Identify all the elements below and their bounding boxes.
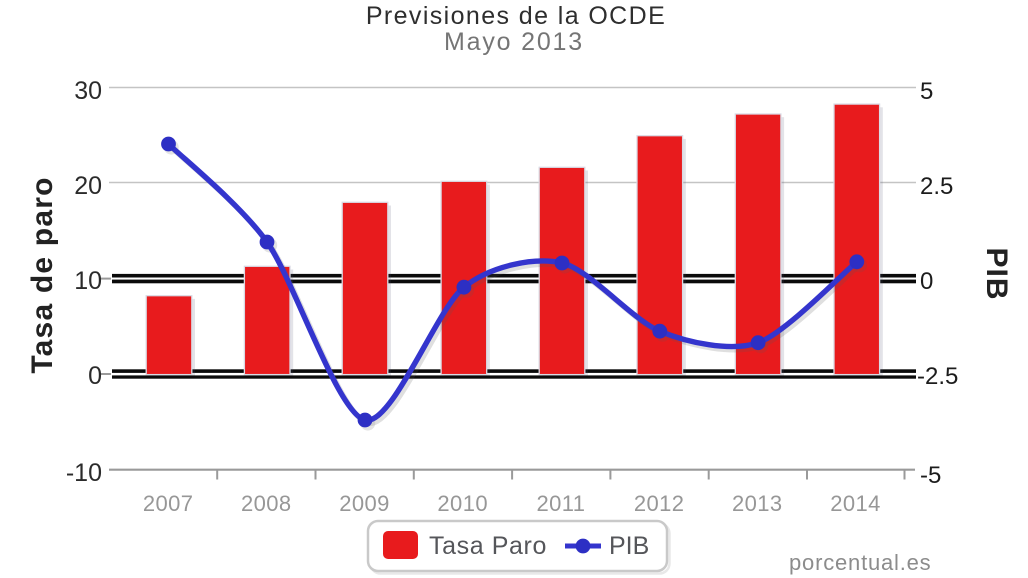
svg-text:2009: 2009: [339, 491, 390, 516]
svg-text:20: 20: [74, 172, 102, 200]
svg-text:5: 5: [920, 78, 933, 105]
svg-text:-10: -10: [66, 459, 102, 487]
svg-text:30: 30: [74, 77, 102, 105]
svg-text:2008: 2008: [241, 491, 292, 516]
svg-text:-5: -5: [920, 462, 941, 489]
svg-text:2010: 2010: [437, 491, 488, 516]
svg-text:porcentual.es: porcentual.es: [789, 550, 932, 575]
svg-text:0: 0: [88, 362, 102, 390]
svg-text:Previsiones de la OCDE: Previsiones de la OCDE: [366, 2, 666, 30]
svg-text:2014: 2014: [830, 491, 881, 516]
svg-text:2.5: 2.5: [920, 173, 953, 200]
svg-text:PIB: PIB: [609, 532, 649, 560]
svg-text:Tasa Paro: Tasa Paro: [429, 532, 547, 560]
svg-text:0: 0: [920, 268, 933, 295]
svg-text:Tasa de paro: Tasa de paro: [26, 176, 59, 373]
svg-text:10: 10: [74, 267, 102, 295]
svg-text:2013: 2013: [732, 491, 783, 516]
svg-text:2012: 2012: [634, 491, 685, 516]
svg-text:PIB: PIB: [980, 247, 1013, 300]
svg-text:2011: 2011: [536, 491, 585, 516]
svg-text:Mayo 2013: Mayo 2013: [444, 28, 584, 56]
svg-text:2007: 2007: [143, 491, 194, 516]
svg-text:-2.5: -2.5: [917, 363, 958, 390]
